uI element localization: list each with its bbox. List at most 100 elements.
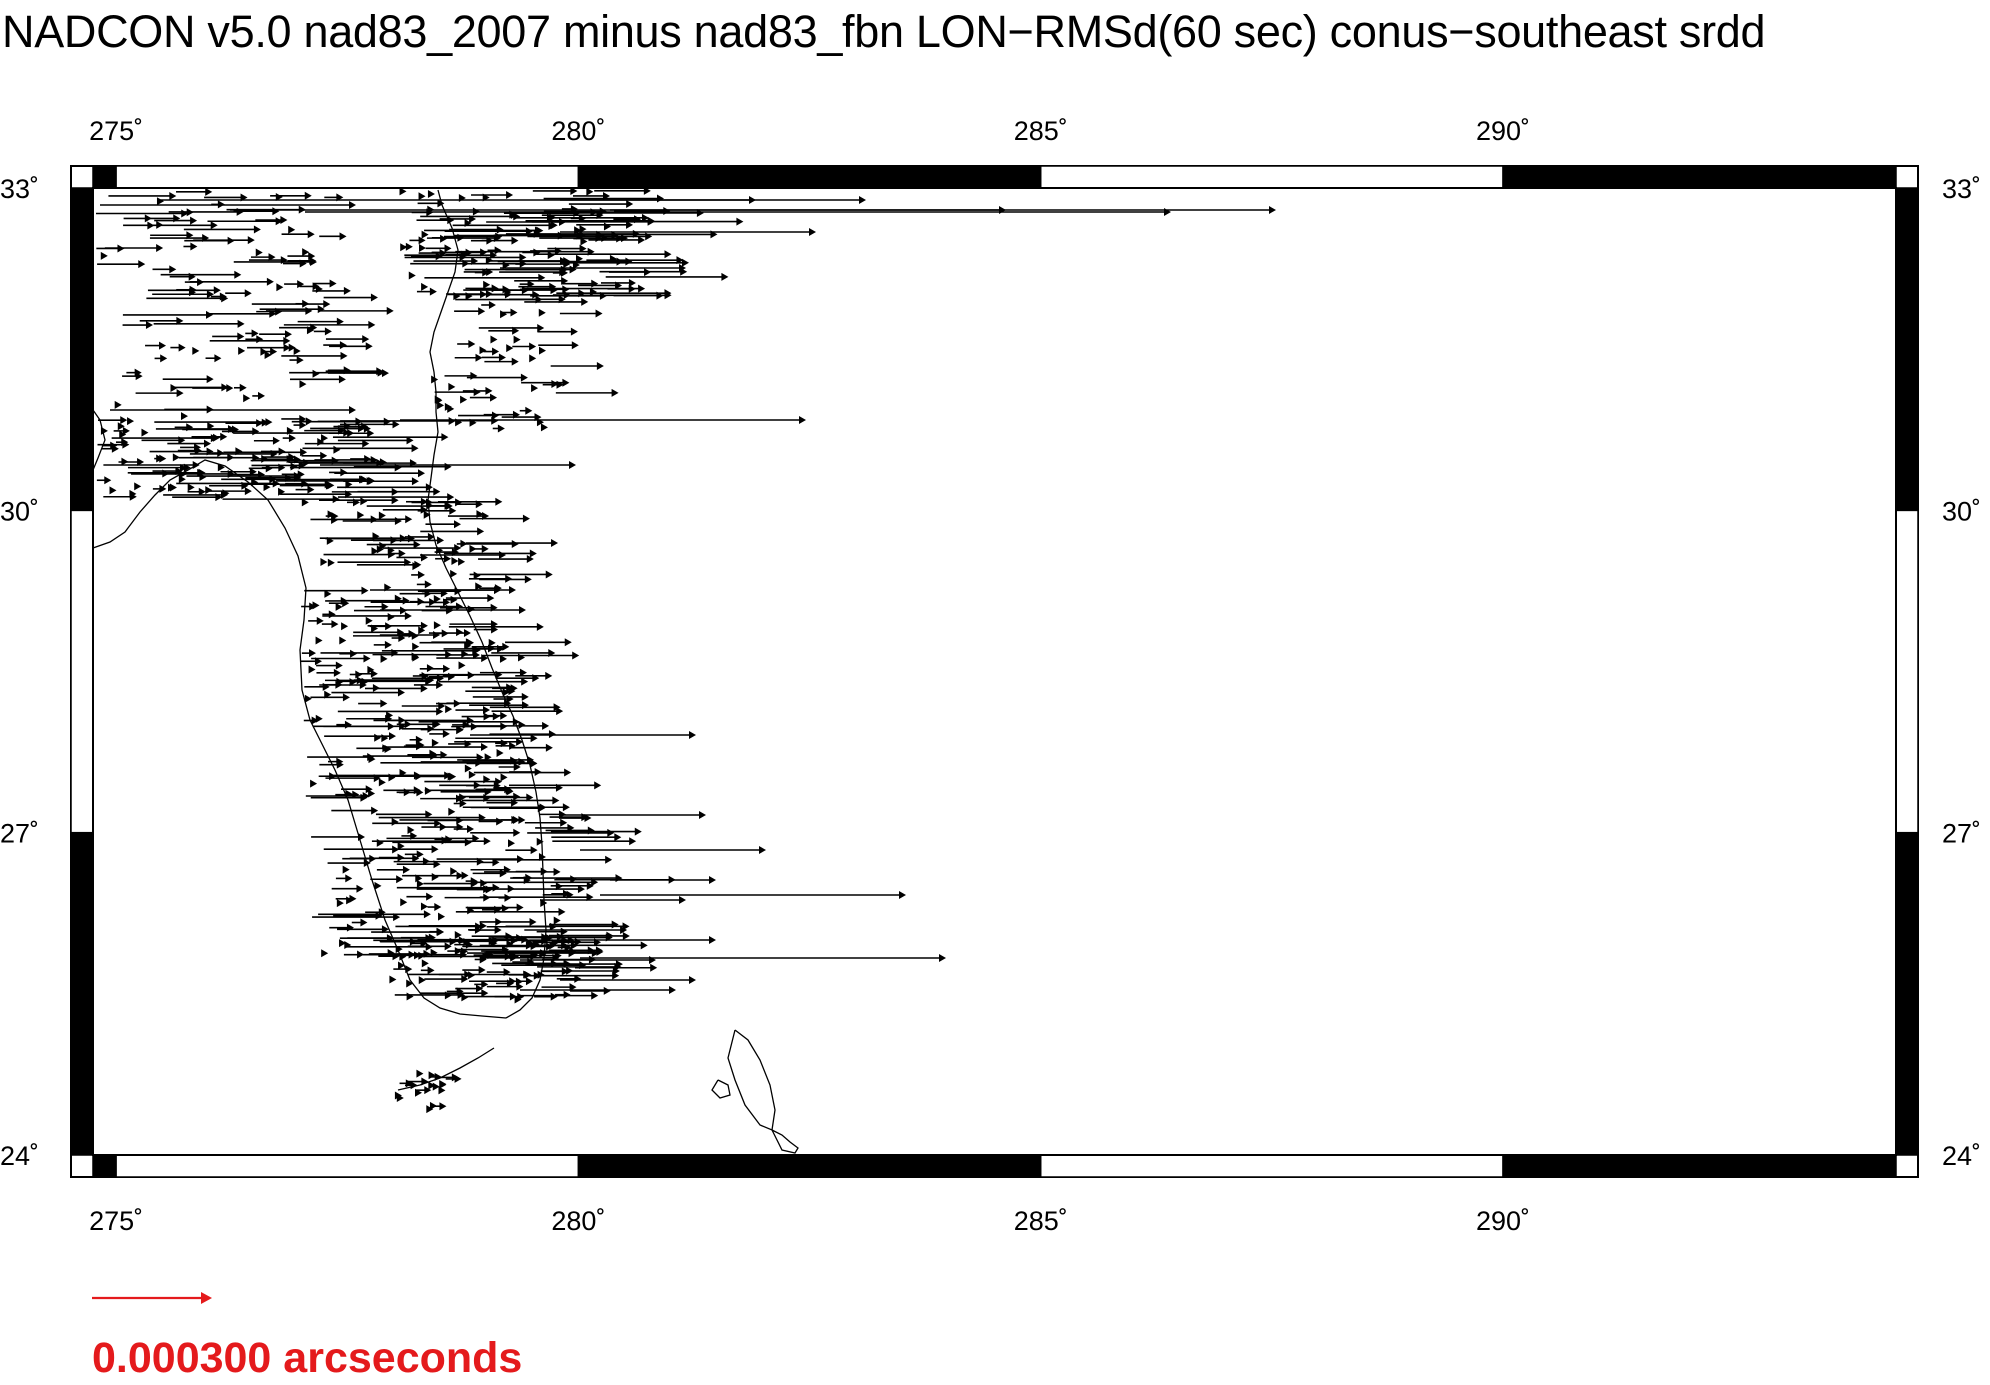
displacement-vector [387,546,395,555]
displacement-vector [323,293,378,302]
displacement-vector [552,837,637,846]
displacement-vector [371,837,491,846]
displacement-vector [539,346,547,355]
displacement-vector [566,966,574,975]
displacement-vector [369,622,393,631]
displacement-vector-long [610,206,1276,214]
displacement-vector [160,270,242,279]
displacement-vector [367,665,375,674]
displacement-vector [550,827,642,836]
displacement-vector [333,445,341,454]
displacement-vector [250,253,276,262]
displacement-vector [332,433,449,442]
map-frame [70,165,1919,1178]
displacement-vector [427,903,442,912]
displacement-vector [418,244,426,253]
displacement-vector [134,482,142,491]
displacement-vector [127,463,191,472]
displacement-vector [455,907,566,916]
displacement-vector [605,272,729,281]
displacement-vector [400,898,408,907]
displacement-vector [225,289,252,298]
displacement-vector [193,453,235,462]
displacement-vector [527,226,544,235]
displacement-vector [247,343,291,352]
displacement-vector [523,284,646,293]
frame-segment-bottom [92,1154,117,1178]
displacement-vector [396,720,441,729]
displacement-vector [461,650,469,659]
displacement-vector [468,793,534,802]
displacement-vector [453,799,467,808]
displacement-vector [524,818,568,827]
displacement-vector [276,283,284,292]
displacement-vector [418,951,426,960]
displacement-vector [551,833,622,842]
displacement-vector [301,649,316,658]
displacement-vector [468,770,476,779]
displacement-vector [376,838,384,847]
displacement-vector [475,785,512,794]
displacement-vector [122,310,213,319]
displacement-vector [588,235,646,244]
displacement-vector [508,839,516,848]
displacement-vector [586,256,684,265]
displacement-vector [407,1077,429,1086]
displacement-vector [117,422,125,431]
displacement-vector [407,826,415,835]
displacement-vector [250,456,339,465]
displacement-vector [394,594,402,603]
displacement-vector [509,781,602,790]
frame-segment-right [1895,509,1919,834]
displacement-vector [396,788,411,797]
displacement-vector [293,421,307,430]
displacement-vector [437,401,445,410]
displacement-vector [183,225,261,234]
displacement-vector [398,961,406,970]
displacement-vector [472,692,529,701]
displacement-vector [401,724,435,733]
displacement-vector [416,885,491,894]
displacement-vector [172,493,223,502]
displacement-vector [179,470,187,479]
displacement-vector [281,351,348,360]
displacement-vector [404,850,424,859]
displacement-vector [482,651,580,660]
displacement-vector [141,428,149,437]
displacement-vector [339,636,347,645]
displacement-vector [428,1071,436,1080]
displacement-vector [172,453,180,462]
displacement-vector [189,277,274,286]
displacement-vector [454,940,473,949]
displacement-vector [431,873,439,882]
displacement-vector [313,279,337,288]
displacement-vector [205,354,222,363]
displacement-vector [464,764,472,773]
displacement-vector [411,570,425,579]
frame-segment-left [70,509,94,834]
displacement-vector [536,927,568,936]
displacement-vector [129,489,137,498]
displacement-vector [440,787,492,796]
displacement-vector [529,354,537,363]
displacement-vector [552,268,569,277]
displacement-vector [238,346,246,355]
displacement-vector [518,991,599,1000]
displacement-vector [325,512,339,521]
displacement-vector [325,774,381,783]
displacement-vector [424,273,546,282]
displacement-vector [439,1080,447,1089]
displacement-vector [405,1081,418,1090]
displacement-vector [427,189,435,198]
displacement-vector [476,510,484,519]
displacement-vector [404,253,527,262]
frame-segment-top [577,165,1042,189]
displacement-vector [339,939,347,948]
displacement-vector [419,664,451,673]
displacement-vector [360,497,368,506]
displacement-vector [474,980,489,989]
displacement-vector [453,231,584,240]
displacement-vector [248,464,273,473]
displacement-vector [399,952,407,961]
displacement-vector [589,287,597,296]
